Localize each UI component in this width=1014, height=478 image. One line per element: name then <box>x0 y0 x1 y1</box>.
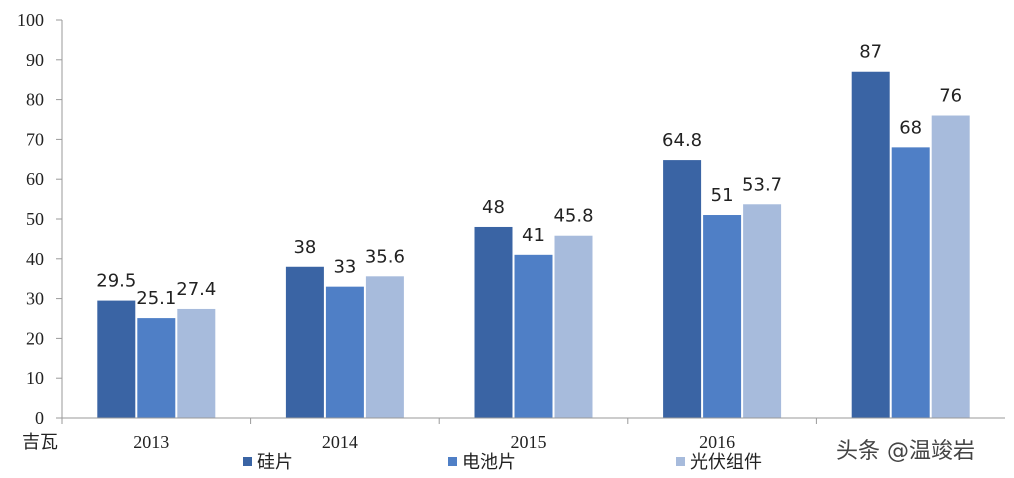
data-label: 64.8 <box>662 130 702 151</box>
x-tick-label: 2015 <box>511 432 547 452</box>
bar <box>663 160 702 418</box>
data-label: 76 <box>939 86 962 107</box>
y-tick-label: 10 <box>26 368 44 388</box>
x-axis: 2013 2014 2015 2016 <box>61 417 1005 452</box>
y-tick-label: 80 <box>26 90 44 110</box>
y-tick-label: 60 <box>26 169 44 189</box>
y-axis: 0 10 20 30 40 50 60 70 80 90 100 <box>17 10 63 428</box>
data-label: 35.6 <box>365 246 405 267</box>
x-tick-label: 2013 <box>133 432 169 452</box>
bar <box>365 276 404 418</box>
legend-label: 电池片 <box>462 452 516 473</box>
x-tick-label: 2016 <box>699 432 735 452</box>
bar <box>851 71 890 419</box>
data-label: 41 <box>522 225 545 246</box>
y-axis-unit-label: 吉瓦 <box>22 432 58 453</box>
data-label: 87 <box>859 42 882 63</box>
legend-label: 硅片 <box>257 452 293 473</box>
y-tick-label: 100 <box>17 10 44 30</box>
bar <box>554 235 593 418</box>
y-tick-label: 30 <box>26 289 44 309</box>
y-tick-label: 0 <box>35 408 44 428</box>
data-label: 38 <box>293 237 316 258</box>
y-tick-label: 90 <box>26 50 44 70</box>
data-label: 51 <box>711 185 734 206</box>
bar <box>177 308 216 418</box>
y-tick-label: 50 <box>26 209 44 229</box>
legend-label: 光伏组件 <box>690 452 762 473</box>
y-tick-label: 40 <box>26 249 44 269</box>
data-label: 27.4 <box>176 279 216 300</box>
data-label: 48 <box>482 197 505 218</box>
y-tick-label: 20 <box>26 328 44 348</box>
legend-swatch <box>243 457 252 466</box>
legend-swatch <box>448 457 457 466</box>
data-labels: 29.525.1 27.4 38 33 35.6 48 41 45.8 64.8 51 53.7 87… <box>96 42 962 309</box>
bar <box>474 226 513 418</box>
data-label: 25.1 <box>136 288 176 309</box>
bar <box>514 254 553 418</box>
bar <box>137 318 176 418</box>
legend-swatch <box>676 457 685 466</box>
bar <box>931 115 970 419</box>
bars <box>97 71 970 419</box>
bar <box>285 266 324 418</box>
data-label: 68 <box>899 117 922 138</box>
watermark-text: 头条 @温竣岩 <box>836 439 975 464</box>
data-label: 53.7 <box>742 174 782 195</box>
bar <box>743 204 782 418</box>
y-tick-label: 70 <box>26 129 44 149</box>
legend: 硅片 电池片 光伏组件 <box>243 452 762 473</box>
bar <box>703 215 742 418</box>
bar <box>97 300 136 418</box>
data-label: 45.8 <box>553 206 593 227</box>
bar <box>325 286 364 418</box>
bar <box>891 147 930 419</box>
data-label: 29.5 <box>96 271 136 292</box>
x-tick-label: 2014 <box>322 432 358 452</box>
data-label: 33 <box>333 257 356 278</box>
